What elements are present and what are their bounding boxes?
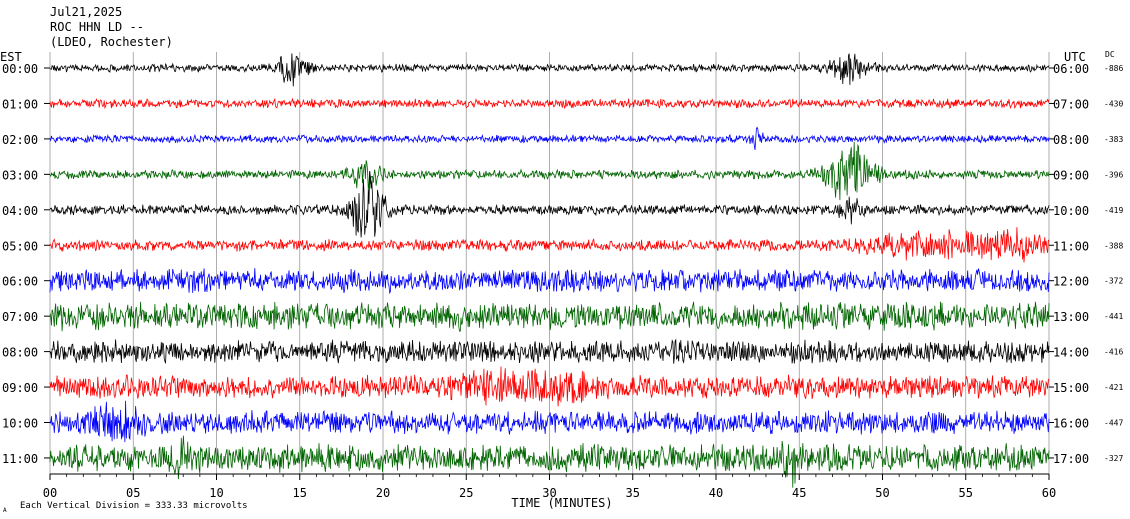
est-label: 10:00 bbox=[2, 417, 38, 431]
dc-title: DC bbox=[1105, 50, 1115, 59]
seismic-traces bbox=[49, 53, 1050, 488]
est-label: 09:00 bbox=[2, 381, 38, 395]
dc-label: -327 bbox=[1104, 454, 1123, 463]
trace-row-3 bbox=[49, 141, 1050, 201]
dc-label: -383 bbox=[1104, 135, 1123, 144]
trace-row-6 bbox=[49, 268, 1050, 295]
x-tick-label: 35 bbox=[626, 486, 640, 500]
trace-row-8 bbox=[49, 338, 1050, 365]
dc-label: -388 bbox=[1104, 241, 1123, 250]
utc-label: 06:00 bbox=[1053, 62, 1089, 76]
utc-label: 07:00 bbox=[1053, 97, 1089, 111]
trace-row-10 bbox=[49, 400, 1050, 443]
est-label: 08:00 bbox=[2, 346, 38, 360]
x-tick-label: 15 bbox=[293, 486, 307, 500]
trace-row-5 bbox=[49, 227, 1050, 263]
header-network: (LDEO, Rochester) bbox=[50, 35, 173, 49]
dc-label: -396 bbox=[1104, 170, 1123, 179]
utc-label: 13:00 bbox=[1053, 310, 1089, 324]
utc-label: 12:00 bbox=[1053, 275, 1089, 289]
est-label: 06:00 bbox=[2, 275, 38, 289]
trace-row-0 bbox=[49, 53, 1050, 87]
x-axis-label: TIME (MINUTES) bbox=[511, 496, 612, 510]
utc-label: 10:00 bbox=[1053, 204, 1089, 218]
trace-row-2 bbox=[49, 126, 1050, 151]
trace-row-7 bbox=[49, 301, 1050, 332]
x-tick-label: 20 bbox=[376, 486, 390, 500]
trace-row-9 bbox=[49, 366, 1050, 407]
est-label: 02:00 bbox=[2, 133, 38, 147]
row-labels: 00:00 06:00 -886 01:00 07:00 -430 02:00 08:00 -3… bbox=[2, 62, 1123, 466]
est-label: 01:00 bbox=[2, 97, 38, 111]
left-axis-title: EST bbox=[0, 50, 22, 64]
utc-label: 17:00 bbox=[1053, 452, 1089, 466]
grid-lines bbox=[49, 52, 1050, 474]
x-tick-label: 55 bbox=[959, 486, 973, 500]
utc-label: 08:00 bbox=[1053, 133, 1089, 147]
dc-label: -441 bbox=[1104, 312, 1123, 321]
trace-row-4 bbox=[49, 171, 1050, 238]
x-tick-label: 30 bbox=[542, 486, 556, 500]
corner-mark: A bbox=[3, 507, 7, 514]
est-label: 11:00 bbox=[2, 452, 38, 466]
header-date: Jul21,2025 bbox=[50, 5, 122, 19]
x-tick-label: 40 bbox=[709, 486, 723, 500]
est-label: 04:00 bbox=[2, 204, 38, 218]
scale-note: Each Vertical Division = 333.33 microvol… bbox=[20, 501, 248, 511]
dc-label: -421 bbox=[1104, 383, 1123, 392]
trace-row-1 bbox=[49, 97, 1050, 110]
dc-label: -372 bbox=[1104, 277, 1123, 286]
trace-row-11 bbox=[49, 435, 1050, 488]
dc-label: -430 bbox=[1104, 99, 1123, 108]
dc-label: -886 bbox=[1104, 64, 1123, 73]
dc-label: -416 bbox=[1104, 348, 1123, 357]
dc-label: -419 bbox=[1104, 206, 1123, 215]
utc-label: 11:00 bbox=[1053, 239, 1089, 253]
x-tick-label: 45 bbox=[792, 486, 806, 500]
x-axis-ticks: 00 05 10 15 20 25 30 35 40 45 50 55 60 bbox=[43, 474, 1056, 500]
x-tick-label: 00 bbox=[43, 486, 57, 500]
est-label: 07:00 bbox=[2, 310, 38, 324]
header-station: ROC HHN LD -- bbox=[50, 20, 144, 34]
est-label: 03:00 bbox=[2, 168, 38, 182]
utc-label: 15:00 bbox=[1053, 381, 1089, 395]
est-label: 05:00 bbox=[2, 239, 38, 253]
est-label: 00:00 bbox=[2, 62, 38, 76]
right-axis-title: UTC bbox=[1064, 50, 1086, 64]
utc-label: 09:00 bbox=[1053, 168, 1089, 182]
x-tick-label: 05 bbox=[126, 486, 140, 500]
utc-label: 16:00 bbox=[1053, 417, 1089, 431]
x-tick-label: 50 bbox=[875, 486, 889, 500]
dc-label: -447 bbox=[1104, 419, 1123, 428]
x-tick-label: 10 bbox=[209, 486, 223, 500]
utc-label: 14:00 bbox=[1053, 346, 1089, 360]
x-tick-label: 25 bbox=[459, 486, 473, 500]
x-tick-label: 60 bbox=[1042, 486, 1056, 500]
